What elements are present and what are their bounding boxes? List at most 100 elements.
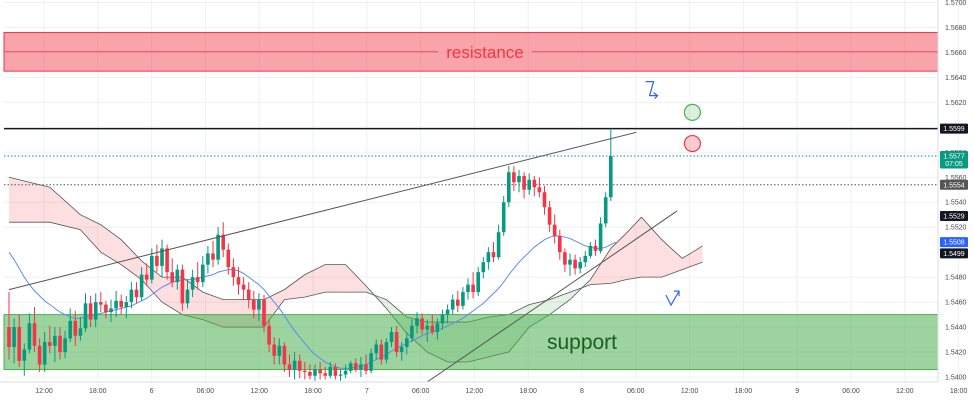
candle-body	[134, 289, 139, 298]
candle-body	[22, 349, 27, 361]
candle-body	[58, 335, 62, 353]
cloud-segment	[626, 217, 642, 280]
candle-body	[170, 272, 174, 283]
candle-body	[53, 335, 57, 346]
candle-body	[180, 269, 185, 304]
candle-body	[593, 245, 598, 251]
candle-body	[73, 320, 78, 336]
candle-body	[420, 318, 424, 330]
y-tick-label: 1.5400	[945, 375, 967, 382]
candle-body	[456, 299, 460, 306]
candle-body	[139, 274, 144, 298]
trendline-1	[8, 131, 637, 291]
y-tick-label: 1.5700	[945, 0, 967, 7]
candle-body	[287, 364, 292, 370]
candle-body	[297, 360, 302, 371]
price-tag	[940, 123, 968, 134]
candle-body	[150, 255, 154, 280]
cloud-segment	[641, 217, 662, 278]
candle-body	[384, 342, 389, 360]
annotations	[645, 81, 702, 307]
price-tag	[940, 210, 968, 221]
cloud-segment	[549, 292, 570, 315]
candle-body	[522, 176, 526, 190]
price-tag-label: 1.5499	[943, 251, 965, 258]
y-tick-label: 1.5620	[945, 100, 967, 107]
candle-body	[114, 300, 118, 309]
cloud-segment	[284, 274, 305, 300]
candle-body	[394, 332, 399, 353]
candle-body	[267, 325, 271, 345]
x-tick-label: 18:00	[735, 388, 753, 395]
candle-body	[461, 292, 465, 306]
candle-body	[481, 262, 486, 273]
candle-body	[445, 309, 450, 315]
candle-body	[99, 302, 103, 305]
candle-body	[32, 323, 37, 346]
candle-body	[507, 172, 511, 203]
candle-body	[241, 284, 246, 290]
cloud-segment	[345, 264, 366, 293]
x-tick-label: 12:00	[896, 388, 914, 395]
candle-body	[165, 248, 169, 273]
horizontal-lines	[4, 127, 938, 186]
candle-body	[415, 318, 419, 326]
candle-body	[486, 252, 491, 263]
price-tag	[940, 248, 968, 259]
candle-body	[68, 320, 72, 339]
price-tag-label: 1.5599	[943, 126, 965, 133]
candle-body	[282, 345, 287, 365]
x-tick-label: 18:00	[519, 388, 537, 395]
y-tick-label: 1.5440	[945, 325, 967, 332]
candle-body	[206, 253, 210, 265]
target-circle-marker	[683, 134, 702, 153]
cloud-segment	[661, 239, 683, 278]
candle-body	[155, 255, 159, 266]
candle-body	[450, 299, 455, 310]
candle-body	[364, 364, 368, 371]
candle-body	[63, 338, 67, 353]
candle-body	[257, 299, 261, 310]
candle-body	[104, 304, 108, 313]
candle-body	[333, 367, 338, 376]
candle-body	[160, 248, 164, 266]
candle-body	[578, 262, 582, 269]
candle-body	[532, 179, 537, 188]
candle-body	[552, 224, 557, 236]
cloud-segment	[325, 264, 346, 293]
candle-body	[389, 332, 394, 343]
arrow-down-icon	[645, 81, 658, 97]
candle-body	[236, 277, 241, 285]
candle-body	[354, 363, 358, 370]
candle-body	[425, 325, 429, 330]
zone-labels: resistance support	[446, 43, 617, 354]
cloud-span-b	[9, 221, 703, 328]
price-tag-label: 07:05	[945, 161, 963, 168]
candle-body	[277, 345, 282, 356]
candle-body	[37, 345, 42, 365]
candle-body	[201, 264, 205, 283]
candle-body	[609, 156, 613, 198]
candle-body	[246, 289, 251, 300]
candle-body	[185, 289, 190, 304]
candle-body	[109, 308, 113, 313]
candle-body	[42, 342, 47, 365]
price-axis[interactable]: 1.57001.56801.56601.56401.56201.55801.55…	[937, 0, 967, 382]
cloud-segment	[610, 233, 627, 284]
price-tag-label: 1.5508	[943, 240, 965, 247]
cloud-segment	[49, 187, 81, 230]
candle-body	[252, 299, 256, 310]
candle-body	[303, 370, 307, 373]
price-tag	[940, 179, 968, 190]
y-tick-label: 1.5540	[945, 200, 967, 207]
candle-body	[430, 325, 435, 333]
time-axis[interactable]: 12:00 18:00 6 06:00 12:00 18:00 7 06:00 12:00 18:…	[0, 381, 967, 395]
candle-body	[399, 347, 404, 353]
candle-body	[374, 344, 378, 354]
x-tick-label: 8	[580, 388, 584, 395]
candle-body	[598, 223, 603, 251]
support-label: support	[547, 331, 617, 354]
y-tick-label: 1.5680	[945, 25, 967, 32]
candle-body	[348, 363, 353, 371]
